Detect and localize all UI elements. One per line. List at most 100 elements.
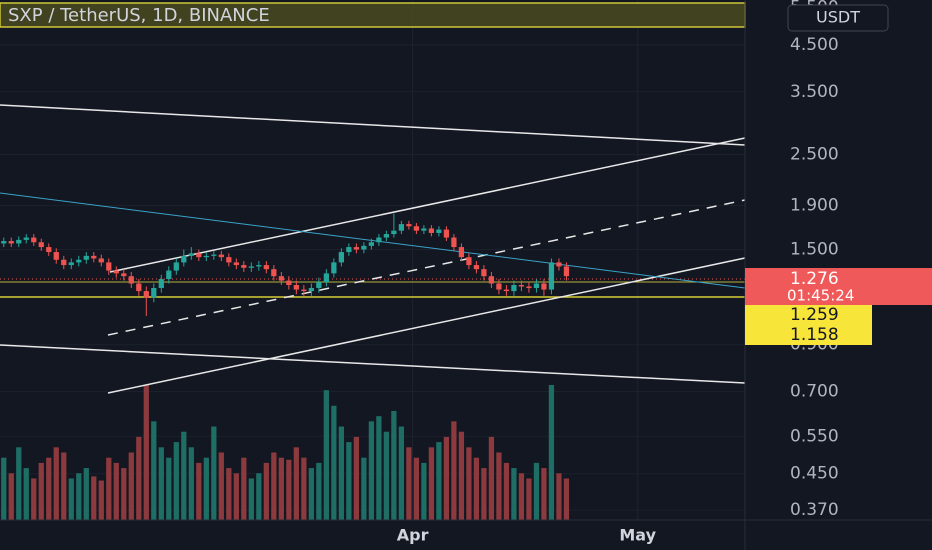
volume-bar bbox=[23, 468, 29, 520]
volume-bar bbox=[361, 457, 367, 520]
candle-body bbox=[211, 254, 217, 256]
candles bbox=[1, 213, 570, 316]
y-tick-label: 1.500 bbox=[790, 240, 839, 260]
volume-bar bbox=[218, 452, 224, 520]
candle-body bbox=[98, 258, 104, 263]
volume-bar bbox=[563, 478, 570, 520]
volume-bar bbox=[391, 410, 397, 520]
candle-body bbox=[556, 262, 562, 267]
candle-body bbox=[158, 279, 164, 289]
volume-bar bbox=[451, 421, 457, 520]
candle-body bbox=[173, 262, 179, 271]
volume-bar bbox=[31, 478, 37, 520]
candle-body bbox=[128, 276, 134, 284]
volume-bar bbox=[121, 468, 127, 520]
candle-body bbox=[121, 273, 127, 277]
volume-bar bbox=[233, 473, 239, 520]
volume-bar bbox=[143, 385, 149, 520]
volume-bar bbox=[383, 431, 390, 520]
volume-bar bbox=[8, 473, 14, 520]
candle-body bbox=[241, 265, 247, 268]
candle-body bbox=[511, 284, 517, 292]
volume-bar bbox=[76, 473, 82, 520]
volume-bar bbox=[293, 447, 299, 520]
volume-bar bbox=[61, 452, 67, 520]
volume-bar bbox=[428, 447, 435, 520]
volume-bar bbox=[158, 447, 164, 520]
candle-body bbox=[443, 229, 450, 238]
candle-body bbox=[361, 245, 367, 250]
trend-line bbox=[0, 104, 746, 146]
volume-bar bbox=[331, 405, 337, 520]
candle-body bbox=[533, 283, 540, 289]
candle-body bbox=[203, 255, 209, 258]
candle-body bbox=[218, 254, 224, 258]
title-box bbox=[0, 2, 746, 28]
candle-body bbox=[421, 228, 427, 231]
candle-body bbox=[413, 226, 420, 231]
candle-body bbox=[391, 230, 397, 235]
y-tick-label: 4.500 bbox=[790, 35, 839, 55]
candle-body bbox=[248, 266, 254, 268]
volume-bar bbox=[136, 436, 142, 520]
y-tick-label: 0.370 bbox=[790, 500, 839, 520]
currency-label[interactable]: USDT bbox=[816, 8, 860, 27]
volume-bar bbox=[533, 462, 540, 520]
countdown: 01:45:24 bbox=[787, 287, 854, 305]
candle-body bbox=[376, 237, 382, 243]
candle-body bbox=[428, 228, 435, 233]
candle-body bbox=[316, 282, 322, 289]
candle-body bbox=[368, 242, 375, 246]
volume-bar bbox=[548, 385, 555, 520]
volume-bar bbox=[83, 468, 89, 520]
candle-body bbox=[383, 234, 390, 238]
volume-bar bbox=[511, 468, 517, 520]
volume-bar bbox=[488, 436, 495, 520]
x-tick-label: Apr bbox=[397, 526, 429, 545]
volume bbox=[1, 385, 570, 520]
candle-body bbox=[1, 241, 7, 244]
candle-body bbox=[398, 224, 405, 231]
y-tick-label: 3.500 bbox=[790, 82, 839, 102]
candle-body bbox=[136, 283, 142, 292]
volume-bar bbox=[1, 457, 7, 520]
candle-body bbox=[458, 247, 465, 258]
volume-bar bbox=[38, 462, 44, 520]
volume-bar bbox=[106, 457, 112, 520]
drawings bbox=[0, 104, 746, 394]
candle-body bbox=[473, 265, 480, 270]
volume-bar bbox=[556, 473, 562, 520]
candle-body bbox=[23, 237, 29, 240]
price-tag-label: 1.259 bbox=[790, 305, 839, 325]
candle-body bbox=[496, 283, 502, 290]
volume-bar bbox=[271, 452, 277, 520]
volume-bar bbox=[46, 457, 52, 520]
candle-body bbox=[353, 247, 359, 250]
volume-bar bbox=[406, 447, 412, 520]
candle-body bbox=[31, 237, 37, 243]
trend-line bbox=[0, 344, 746, 384]
price-tag-label: 1.158 bbox=[790, 325, 839, 345]
y-tick-label: 0.450 bbox=[790, 464, 839, 484]
candle-body bbox=[106, 262, 112, 271]
candle-body bbox=[181, 255, 187, 263]
currency-button[interactable] bbox=[787, 4, 889, 32]
candle-body bbox=[526, 286, 532, 289]
volume-bar bbox=[503, 462, 510, 520]
volume-bar bbox=[226, 468, 232, 520]
candle-body bbox=[263, 265, 269, 270]
volume-bar bbox=[443, 436, 450, 520]
volume-bar bbox=[421, 462, 427, 520]
volume-bar bbox=[241, 457, 247, 520]
volume-bar bbox=[53, 447, 59, 520]
y-tick-label: 0.700 bbox=[790, 381, 839, 401]
volume-bar bbox=[323, 390, 329, 520]
candle-body bbox=[406, 224, 412, 227]
candle-body bbox=[346, 247, 352, 253]
volume-bar bbox=[473, 457, 480, 520]
candle-body bbox=[53, 252, 59, 260]
candle-body bbox=[488, 276, 495, 284]
volume-bar bbox=[188, 447, 194, 520]
candle-body bbox=[151, 288, 157, 298]
candle-body bbox=[481, 269, 487, 277]
